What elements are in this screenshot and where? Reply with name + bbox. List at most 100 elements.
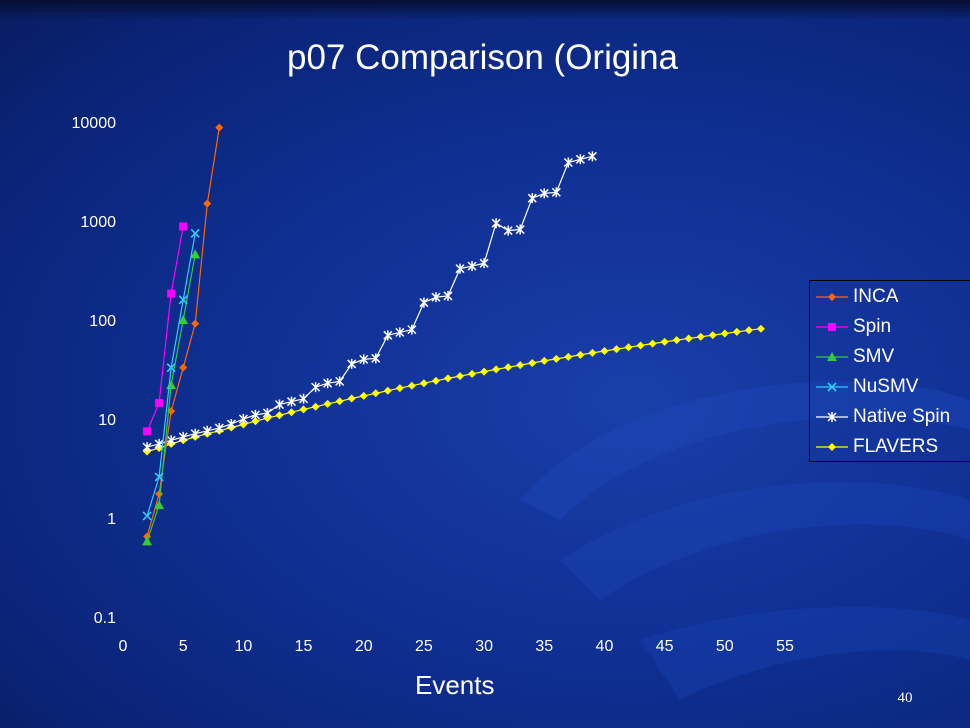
data-point: [492, 365, 501, 374]
data-point: [515, 224, 525, 235]
data-point: [443, 290, 453, 301]
legend-item: INCA: [810, 282, 970, 312]
y-tick-label: 1000: [80, 214, 116, 231]
data-point: [274, 399, 285, 410]
data-point: [142, 511, 152, 521]
data-point: [263, 414, 272, 423]
legend-label: Spin: [853, 316, 892, 337]
data-point: [828, 323, 836, 331]
y-tick-label: 0.1: [94, 610, 116, 627]
data-point: [732, 327, 741, 336]
legend-label: INCA: [853, 286, 899, 307]
data-point: [660, 337, 669, 346]
data-point: [251, 417, 260, 426]
data-point: [203, 199, 212, 208]
data-point: [359, 354, 369, 365]
data-point: [179, 222, 188, 231]
data-point: [178, 295, 188, 305]
y-tick-label: 10: [98, 412, 116, 429]
data-point: [239, 420, 248, 429]
data-point: [179, 363, 188, 372]
data-point: [468, 369, 477, 378]
data-point: [323, 399, 332, 408]
data-point: [672, 336, 681, 345]
data-point: [215, 123, 224, 132]
data-point: [588, 348, 597, 357]
data-point: [371, 389, 380, 398]
data-point: [744, 326, 753, 335]
series-line-nusmv: [146, 233, 196, 517]
data-point: [190, 228, 200, 238]
legend-swatch: [816, 323, 848, 331]
data-point: [480, 367, 489, 376]
data-point: [551, 187, 561, 198]
y-tick-label: 100: [89, 313, 116, 330]
data-point: [299, 405, 308, 414]
top-band: [0, 0, 970, 20]
x-tick-label: 55: [776, 638, 794, 655]
data-point: [827, 352, 837, 361]
x-tick-label: 25: [415, 638, 433, 655]
data-point: [516, 361, 525, 370]
data-point: [166, 435, 176, 446]
data-point: [347, 358, 357, 369]
data-point: [286, 396, 297, 407]
data-point: [371, 353, 381, 364]
data-point: [287, 408, 296, 417]
data-point: [467, 261, 477, 272]
data-point: [528, 358, 537, 367]
data-point: [828, 293, 836, 301]
data-point: [167, 289, 176, 298]
legend-item: SMV: [810, 342, 970, 372]
data-point: [166, 380, 177, 390]
data-point: [262, 407, 272, 418]
data-point: [708, 331, 717, 340]
legend-label: Native Spin: [853, 406, 951, 427]
data-point: [178, 431, 188, 442]
data-point: [407, 381, 416, 390]
series-line-flavers: [146, 328, 761, 453]
data-point: [527, 193, 537, 204]
data-point: [359, 391, 368, 400]
data-point: [756, 324, 765, 333]
data-point: [431, 376, 440, 385]
legend-label: SMV: [853, 346, 895, 367]
data-point: [311, 402, 320, 411]
series-line-native-spin: [146, 155, 593, 448]
data-point: [648, 339, 657, 348]
legend-swatch: [816, 382, 848, 392]
legend-label: FLAVERS: [853, 436, 939, 457]
data-point: [226, 419, 236, 430]
data-point: [600, 347, 609, 356]
data-point: [575, 154, 585, 165]
data-point: [540, 356, 549, 365]
legend-label: NuSMV: [853, 376, 919, 397]
data-point: [299, 393, 309, 404]
data-point: [154, 500, 165, 510]
data-point: [155, 399, 164, 408]
data-point: [827, 412, 837, 422]
data-point: [191, 319, 200, 328]
data-point: [612, 345, 621, 354]
legend-item: NuSMV: [810, 372, 970, 402]
x-axis-label: Events: [415, 670, 495, 700]
chart-legend: INCA Spin SMV NuSMV Native Spin FLAVERS: [809, 280, 970, 462]
data-point: [696, 332, 705, 341]
data-point: [828, 443, 836, 451]
legend-swatch: [816, 412, 848, 422]
data-point: [190, 249, 201, 259]
data-point: [335, 397, 344, 406]
x-tick-label: 15: [295, 638, 313, 655]
data-point: [564, 352, 573, 361]
data-point: [827, 382, 837, 392]
x-tick-label: 0: [119, 638, 128, 655]
data-point: [587, 151, 597, 162]
page-number: 40: [897, 690, 913, 706]
data-point: [503, 225, 513, 236]
data-point: [479, 258, 489, 269]
data-point: [311, 382, 321, 393]
data-point: [250, 409, 260, 420]
legend-swatch: [816, 443, 848, 451]
data-point: [552, 354, 561, 363]
